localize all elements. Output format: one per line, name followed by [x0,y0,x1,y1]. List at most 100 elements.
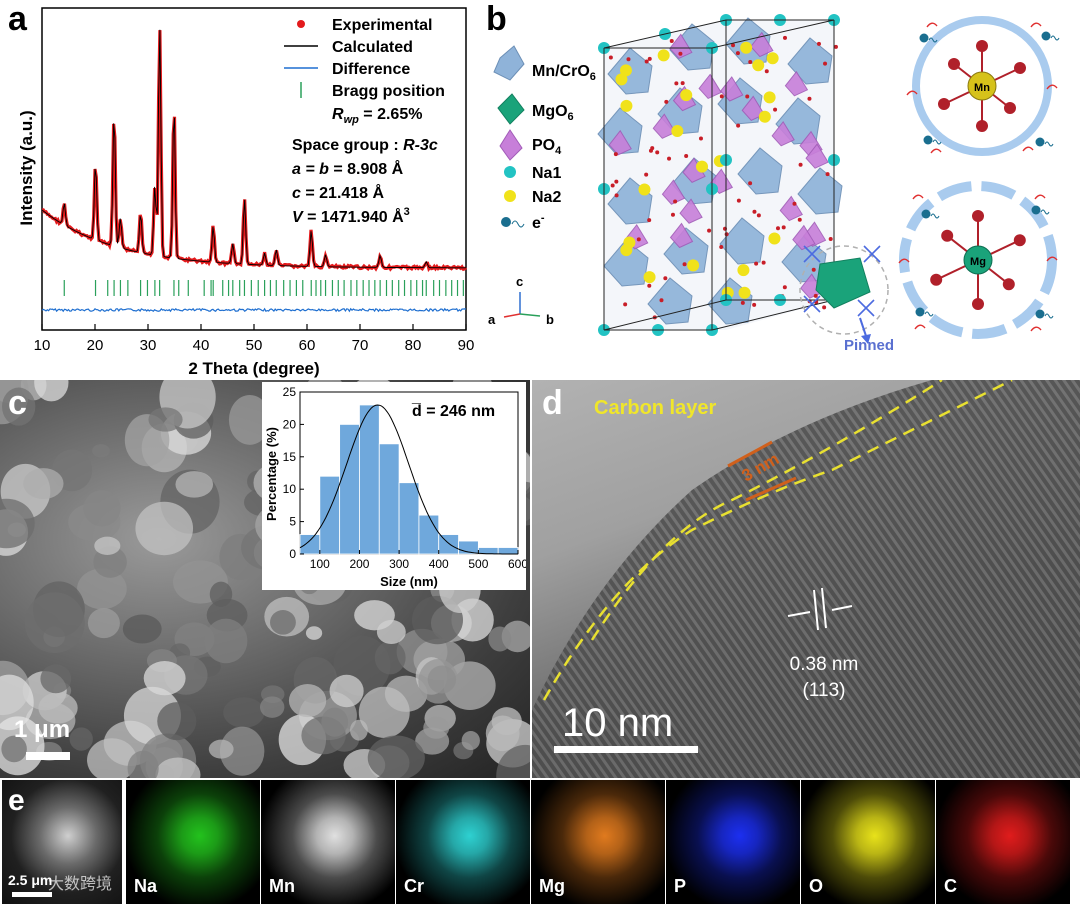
oxygen-atom [764,69,769,74]
po4-tetrahedron [669,33,693,60]
po4-tetrahedron [669,222,694,249]
carbon-layer-inner-boundary [542,380,1013,701]
oxygen-atom [673,199,678,204]
xrd-bragg-marks [63,280,464,296]
oxygen-atom [748,59,753,64]
po4-tetrahedron [652,113,677,139]
eds-map-mn: Mn [261,780,395,904]
eds-element-label: C [944,876,957,896]
eds-element-label: Mn [269,876,295,896]
po4-tetrahedron [741,95,765,121]
oxygen-atom [659,298,664,303]
oxygen-atom [680,81,685,86]
eds-map-o: O [801,780,935,904]
oxygen-atom [813,293,818,298]
po4-tetrahedron [771,120,795,147]
sem-particle [259,696,285,718]
panel-label-c: c [8,384,27,422]
oxygen-ligand [938,98,950,110]
hrtem-scale-label: 10 nm [562,701,673,745]
histogram-x-tick-label: 100 [310,557,330,571]
oxygen-atom [735,51,740,56]
legend-mgo: MgO6 [532,103,574,123]
oxygen-atom [647,56,652,61]
sem-particle [485,715,520,752]
oxygen-atom [613,152,618,157]
crystal-lattice-region [532,380,1080,778]
vibration-arrow [1046,256,1058,262]
eds-map-cr: Cr [396,780,530,904]
thickness-marker [727,440,797,502]
po4-tetrahedron [661,179,686,205]
eds-element-label: Cr [404,876,425,896]
xrd-x-tick-label: 40 [193,337,210,354]
xrd-calculated-curve [41,29,466,269]
po4-tetrahedron [698,73,722,100]
sem-particle [40,664,72,694]
histogram-bar [339,424,360,555]
po4-tetrahedron [679,198,703,224]
lattice-plane-label: (113) [803,680,846,701]
oxygen-atom [748,181,753,186]
eds-scale-bar [12,892,52,897]
oxygen-atom [736,123,741,128]
sem-particle [427,665,457,694]
sem-particle [461,730,480,751]
xrd-x-ticks: 10 20 30 40 50 60 70 80 90 [34,324,474,354]
na2-atom [671,125,684,138]
electron-wave [930,213,940,219]
electron-wave [1050,35,1060,41]
oxygen-atom [811,267,816,272]
xrd-x-tick-label: 30 [140,337,157,354]
eds-element-label: P [674,876,687,896]
oxygen-atom [792,201,797,206]
hrtem-image: 3 nm Carbon layer 0.38 nm (113) 10 nm [532,380,1080,778]
electron [921,209,931,219]
electron-wave [1044,313,1054,319]
histogram-y-label: Percentage (%) [264,427,279,521]
sem-particle [367,735,425,778]
histogram-x-label: Size (nm) [380,574,438,589]
sem-particle [0,498,35,549]
sem-particle [38,692,78,724]
sem-particle [155,757,201,778]
sem-particle [209,581,233,608]
legend-electron-wave [511,220,525,228]
oxygen-atom [669,39,674,44]
po4-tetrahedron [779,195,803,222]
sem-particle [122,614,162,644]
eds-sem-image: e 2.5 μm 大数跨境 [2,780,122,904]
unit-cell: Pinned [597,14,894,354]
histogram-y-tick-label: 20 [283,417,297,431]
histogram-x-tick-label: 200 [349,557,369,571]
eds-signal [261,780,395,904]
legend-experimental: Experimental [332,17,432,34]
oxygen-atom [719,244,724,249]
histogram-y-tick-label: 15 [283,450,297,464]
axis-a-label: a [488,312,496,327]
sem-particle [496,744,530,778]
panel-b: b Mn/CrO6 MgO6 PO4 Na1 Na2 e- c a b [480,0,1080,378]
histogram-y-tick-label: 10 [283,482,297,496]
lattice-c: c = 21.418 Å [292,183,385,202]
vibration-arrow [912,194,924,200]
sem-particle [376,619,406,644]
legend-rwp: Rwp = 2.65% [332,106,422,126]
electron-wave [928,37,938,43]
eds-map-na: Na [126,780,260,904]
histogram-mean-label: d̅ = 246 nm [412,402,496,420]
sem-particle [305,626,323,640]
size-histogram-inset: 100 200 300 400 500 600 0 5 10 15 20 25 d̅ = 246 nm… [262,382,528,590]
oxygen-ligand [972,210,984,222]
oxygen-atom [740,300,745,305]
na2-atom [768,232,781,245]
lattice-volume: V = 1471.940 Å3 [292,206,410,226]
sem-particle [228,394,271,445]
eds-signal [126,780,260,904]
po4-tetrahedron [750,31,774,58]
pinned-cross-marks [803,245,881,317]
na2-atom [643,271,656,284]
oxygen-ligand [1013,234,1026,247]
oxygen-atom [655,150,660,155]
histogram-bar [398,482,420,555]
